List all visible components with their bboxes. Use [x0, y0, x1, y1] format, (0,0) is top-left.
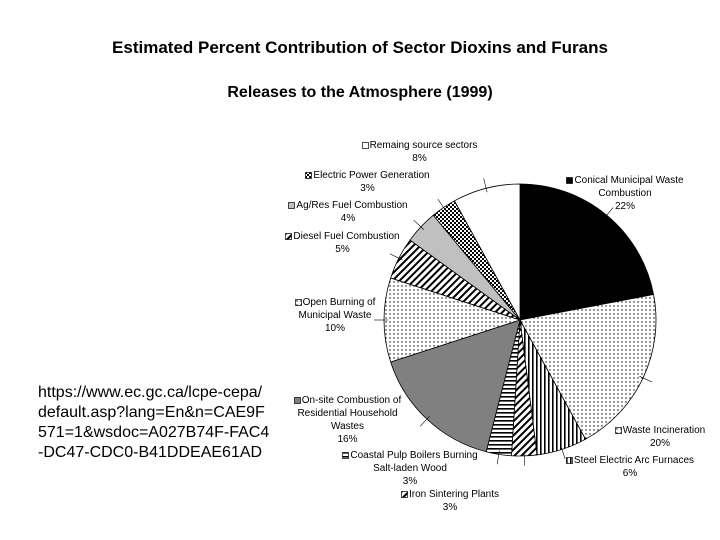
source-url: https://www.ec.gc.ca/lcpe-cepa/default.a…: [38, 384, 270, 461]
legend-swatch: [342, 452, 350, 459]
slice-label: Iron Sintering Plants 3%: [395, 488, 505, 514]
slice-label: On-site Combustion of Residential Househ…: [285, 394, 410, 446]
slice-name: Open Burning of Municipal Waste: [298, 297, 376, 321]
slice-label: Diesel Fuel Combustion 5%: [280, 230, 405, 256]
leader-line: [413, 219, 424, 230]
legend-swatch: [614, 427, 622, 434]
legend-swatch: [361, 142, 369, 149]
slice-label: Electric Power Generation 3%: [300, 169, 435, 195]
leader-line: [639, 375, 653, 383]
chart-title: Estimated Percent Contribution of Sector…: [112, 38, 608, 57]
slice-label: Remaing source sectors 8%: [352, 139, 487, 165]
legend-swatch: [401, 491, 408, 498]
slice-percent: 10%: [324, 323, 345, 334]
slice-label: Open Burning of Municipal Waste 10%: [285, 296, 385, 335]
legend-swatch: [305, 172, 313, 179]
slice-label: Ag/Res Fuel Combustion 4%: [283, 199, 413, 225]
legend-swatch: [566, 177, 574, 184]
slice-percent: 3%: [360, 183, 375, 194]
legend-swatch: [566, 457, 573, 464]
leader-line: [437, 199, 447, 211]
slice-name: Diesel Fuel Combustion: [293, 231, 400, 242]
slice-percent: 3%: [442, 502, 458, 513]
slice-percent: 16%: [337, 434, 358, 445]
chart-subtitle: Releases to the Atmosphere (1999): [227, 84, 493, 101]
slice-name: Conical Municipal Waste Combustion: [574, 175, 684, 199]
slice-name: Waste Incineration: [622, 425, 706, 436]
leader-line: [560, 445, 566, 459]
slice-name: Steel Electric Arc Furnaces: [573, 455, 695, 466]
slice-name: Iron Sintering Plants: [408, 489, 500, 500]
slice-percent: 4%: [340, 213, 356, 224]
legend-swatch: [285, 233, 293, 240]
leader-line: [483, 178, 488, 193]
slice-name: On-site Combustion of Residential Househ…: [297, 395, 402, 432]
slice-label: Coastal Pulp Boilers Burning Salt-laden …: [335, 449, 485, 488]
legend-swatch: [288, 202, 296, 209]
slice-label: Steel Electric Arc Furnaces 6%: [555, 454, 705, 480]
leader-line: [496, 450, 500, 465]
slice-percent: 5%: [335, 244, 350, 255]
slice-label: Waste Incineration 20%: [605, 424, 715, 450]
slice-label: Conical Municipal Waste Combustion 22%: [555, 174, 695, 213]
slice-name: Ag/Res Fuel Combustion: [296, 200, 408, 211]
leader-line: [419, 416, 430, 427]
legend-swatch: [293, 397, 301, 404]
legend-swatch: [294, 299, 302, 306]
slice-percent: 6%: [622, 468, 638, 479]
slice-name: Coastal Pulp Boilers Burning Salt-laden …: [350, 450, 478, 474]
slice-percent: 22%: [614, 201, 635, 212]
slice-percent: 3%: [402, 476, 418, 487]
slice-name: Electric Power Generation: [313, 170, 430, 181]
leader-line: [603, 207, 614, 219]
slice-percent: 8%: [412, 153, 427, 164]
slice-name: Remaing source sectors: [369, 140, 478, 151]
slice-percent: 20%: [649, 438, 670, 449]
leader-line: [389, 253, 403, 261]
